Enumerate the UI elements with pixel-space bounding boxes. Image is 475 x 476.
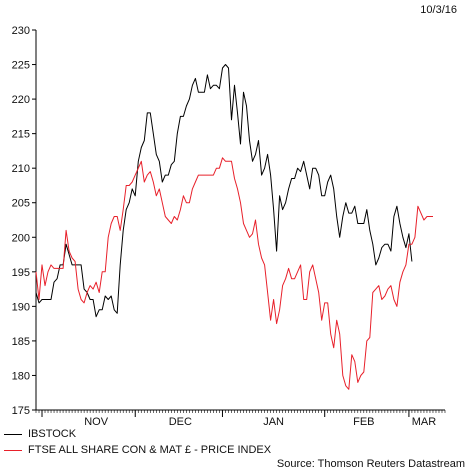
series-line-ftse (35, 157, 433, 390)
series-line-ibstock (35, 64, 413, 318)
y-tick-label: 215 (12, 129, 30, 141)
y-tick-label: 185 (12, 336, 30, 348)
y-tick-label: 195 (12, 267, 30, 279)
date-stamp: 10/3/16 (420, 4, 457, 16)
y-tick-label: 210 (12, 163, 30, 175)
y-tick-label: 205 (12, 198, 30, 210)
legend-item-ibstock: IBSTOCK (4, 426, 271, 442)
x-tick-label: MAR (412, 416, 437, 425)
line-chart: 175 180 185 190 195 200 205 210 215 220 225 230 NOV D… (12, 25, 446, 425)
y-tick-label: 175 (12, 405, 30, 417)
series-layer (35, 64, 433, 390)
legend-item-ftse: FTSE ALL SHARE CON & MAT £ - PRICE INDEX (4, 442, 271, 458)
y-tick-label: 200 (12, 232, 30, 244)
y-tick-label: 190 (12, 301, 30, 313)
x-tick-label: JAN (263, 416, 284, 425)
source-note: Source: Thomson Reuters Datastream (276, 458, 465, 470)
x-tick-label: NOV (84, 416, 109, 425)
legend-swatch-ibstock (4, 433, 22, 435)
legend: IBSTOCK FTSE ALL SHARE CON & MAT £ - PRI… (4, 426, 271, 458)
legend-label-ftse: FTSE ALL SHARE CON & MAT £ - PRICE INDEX (28, 444, 272, 456)
legend-label-ibstock: IBSTOCK (28, 428, 77, 440)
x-tick-label: FEB (353, 416, 374, 425)
axes: 175 180 185 190 195 200 205 210 215 220 225 230 NOV D… (12, 25, 446, 425)
y-tick-label: 220 (12, 94, 30, 106)
x-tick-label: DEC (169, 416, 192, 425)
y-tick-label: 180 (12, 370, 30, 382)
y-tick-label: 230 (12, 25, 30, 37)
y-tick-label: 225 (12, 60, 30, 72)
legend-swatch-ftse (4, 449, 22, 451)
